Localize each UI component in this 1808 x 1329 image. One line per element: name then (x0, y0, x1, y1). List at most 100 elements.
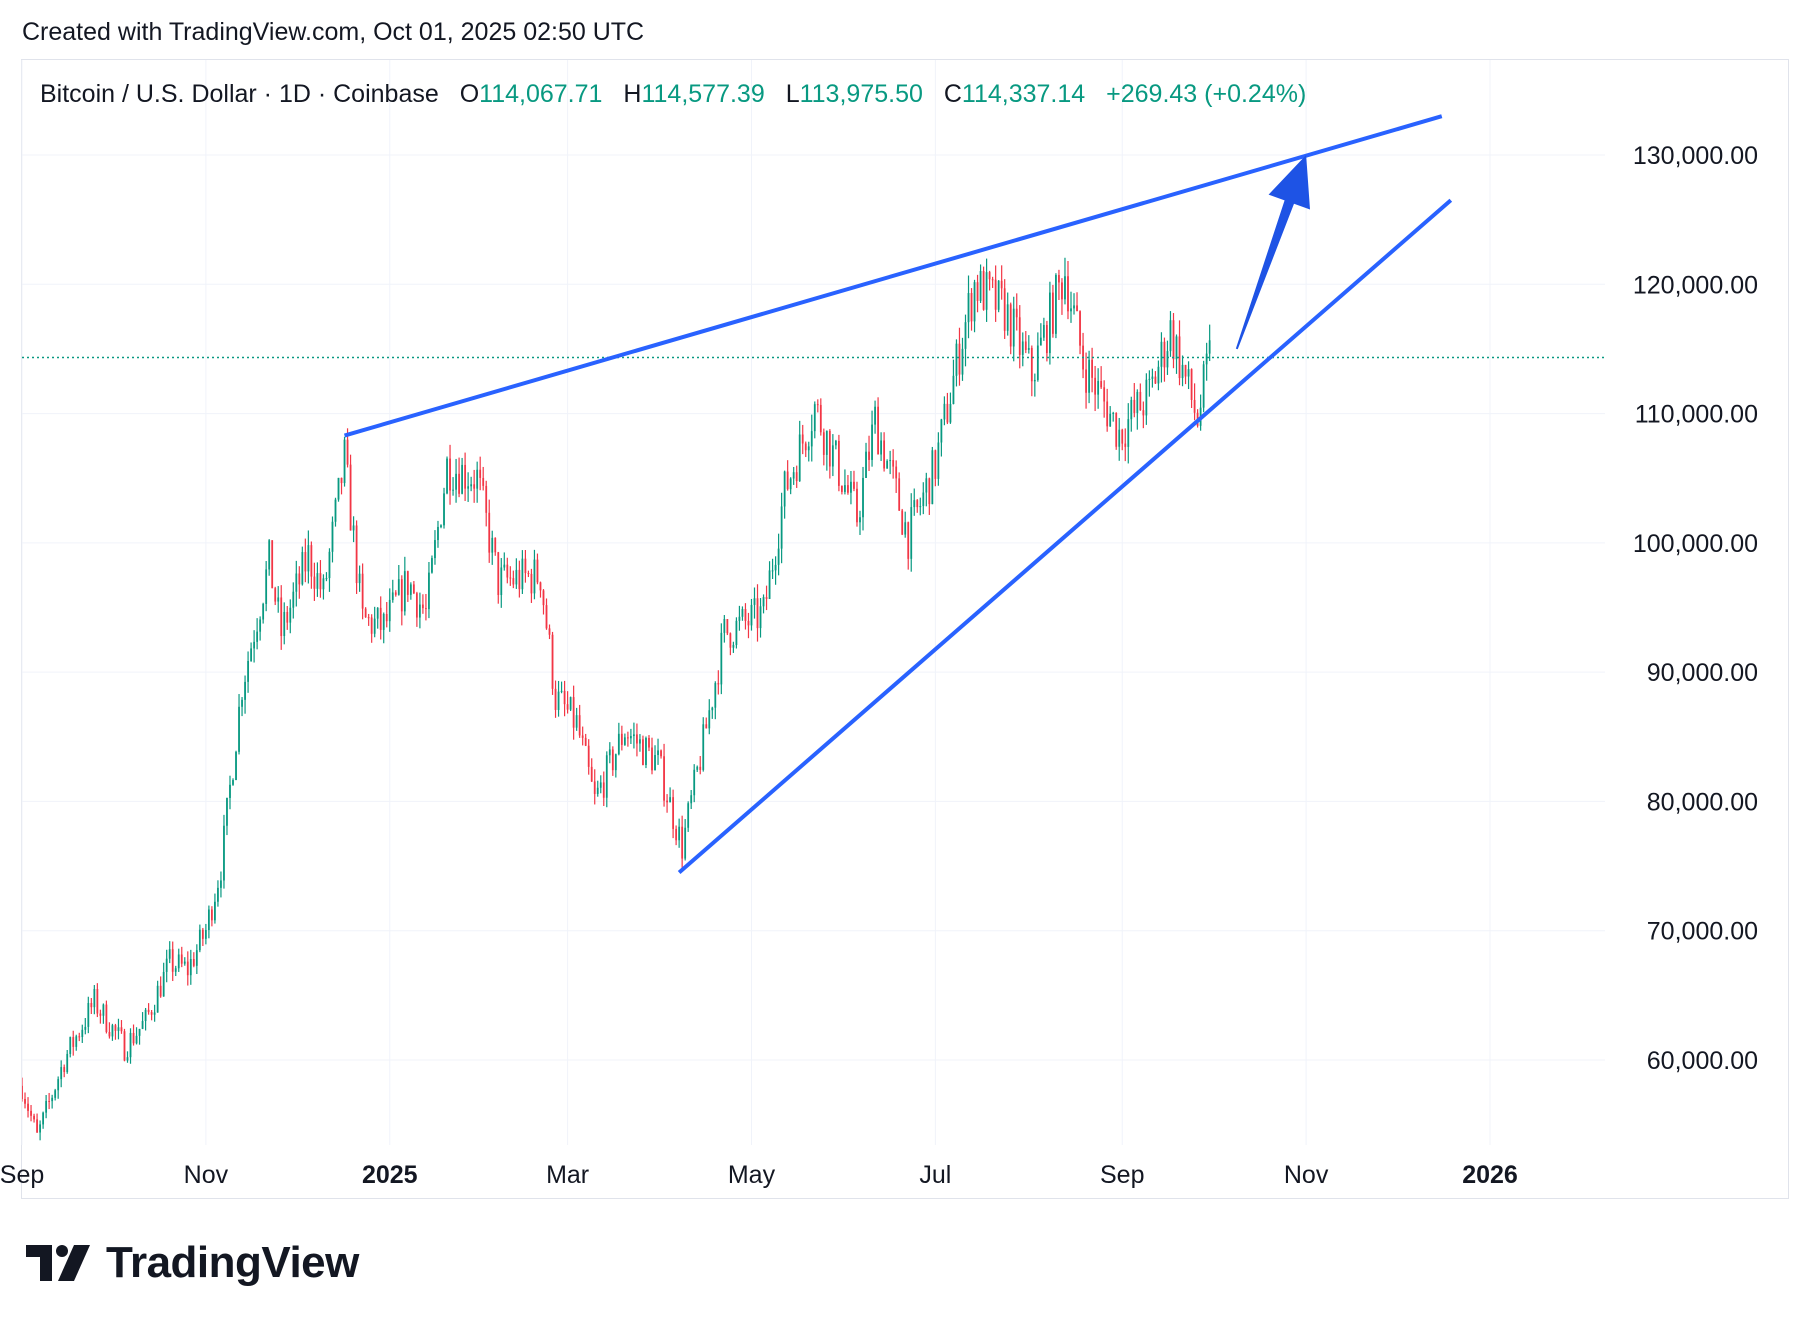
candle-body (819, 404, 822, 433)
candle-body (521, 558, 524, 590)
candle-body (229, 784, 231, 798)
candle-body (1079, 311, 1081, 346)
candle-body (376, 607, 379, 619)
candle-body (189, 958, 192, 976)
candle-body (1015, 308, 1018, 318)
candle-body (500, 567, 503, 596)
candle-body (862, 477, 864, 518)
candle-body (1052, 292, 1054, 334)
candle-body (406, 571, 409, 595)
candle-body (328, 551, 331, 579)
candle-body (729, 633, 732, 648)
projection-arrow[interactable] (1235, 155, 1311, 350)
candle-body (970, 293, 973, 322)
candle-body (961, 348, 964, 375)
candle-body (1106, 401, 1109, 427)
candle-body (780, 506, 783, 549)
candle-body (816, 404, 819, 406)
tradingview-logo[interactable]: TradingView (26, 1238, 359, 1288)
candle-body (705, 724, 708, 729)
candle-body (1045, 324, 1048, 354)
candle-body (1151, 376, 1154, 379)
candle-body (795, 472, 798, 482)
candle-body (1172, 320, 1175, 360)
candle-body (907, 522, 910, 559)
candle-body (1169, 320, 1172, 352)
candle-body (693, 769, 696, 796)
candle-body (723, 619, 726, 633)
candle-body (36, 1119, 38, 1133)
candle-body (422, 604, 424, 609)
candle-body (663, 756, 665, 801)
candle-body (1139, 391, 1142, 411)
candle-body (192, 958, 195, 966)
candle-body (268, 540, 271, 570)
candle-body (726, 619, 729, 634)
candle-body (503, 564, 506, 568)
candle-body (171, 949, 174, 972)
candle-body (892, 460, 895, 467)
candle-body (687, 803, 690, 828)
candle-body (340, 477, 343, 484)
symbol-legend[interactable]: Bitcoin / U.S. Dollar · 1D · Coinbase O1… (40, 80, 1306, 109)
lower-trendline[interactable] (677, 198, 1453, 875)
candle-body (1112, 412, 1115, 414)
candle-body (1103, 387, 1106, 402)
symbol-name[interactable]: Bitcoin / U.S. Dollar · 1D · Coinbase (40, 80, 439, 108)
candle-body (355, 525, 358, 584)
candle-body (1030, 347, 1033, 382)
candle-body (889, 460, 892, 462)
time-tick-label: Nov (1284, 1161, 1329, 1189)
candle-body (1184, 364, 1187, 377)
candle-body (1067, 276, 1069, 312)
candle-body (1181, 364, 1184, 379)
candle-body (605, 755, 608, 798)
candle-body (494, 537, 497, 553)
candle-body (765, 597, 768, 599)
candle-body (620, 733, 623, 745)
candle-body (919, 506, 922, 508)
candle-body (250, 648, 252, 661)
candle-body (563, 690, 566, 705)
price-tick-label: 110,000.00 (1635, 401, 1758, 429)
candle-body (476, 469, 479, 489)
candle-body (593, 781, 596, 794)
candle-body (361, 573, 364, 609)
candle-body (364, 608, 367, 618)
candle-body (343, 439, 346, 484)
candle-body (1094, 377, 1097, 395)
candle-body (352, 525, 355, 531)
candle-body (482, 477, 485, 486)
candle-body (696, 766, 699, 770)
candle-body (506, 564, 509, 578)
candle-body (1190, 369, 1193, 400)
candle-body (434, 540, 436, 559)
candle-body (711, 707, 714, 711)
time-tick-label: 2025 (362, 1161, 418, 1189)
candle-body (617, 733, 620, 755)
candle-body (1064, 276, 1066, 300)
tradingview-wordmark: TradingView (106, 1238, 359, 1287)
candle-body (642, 739, 644, 765)
candle-body (1124, 443, 1127, 447)
candle-body (274, 588, 277, 602)
candle-body (651, 747, 653, 771)
candle-body (24, 1098, 26, 1104)
candle-body (397, 579, 400, 595)
candle-body (286, 611, 289, 623)
candle-body (1109, 413, 1112, 427)
candle-body (141, 1021, 144, 1029)
candle-body (277, 597, 280, 602)
candle-body (910, 507, 913, 559)
upper-trendline[interactable] (343, 114, 1443, 438)
candle-body (60, 1067, 63, 1080)
candle-body (536, 559, 539, 583)
candle-body (982, 271, 985, 310)
open-label: O (459, 80, 480, 108)
candle-body (524, 558, 527, 574)
candle-body (883, 440, 886, 469)
candle-body (1130, 399, 1133, 420)
candle-body (964, 322, 967, 349)
candle-body (147, 1009, 150, 1013)
